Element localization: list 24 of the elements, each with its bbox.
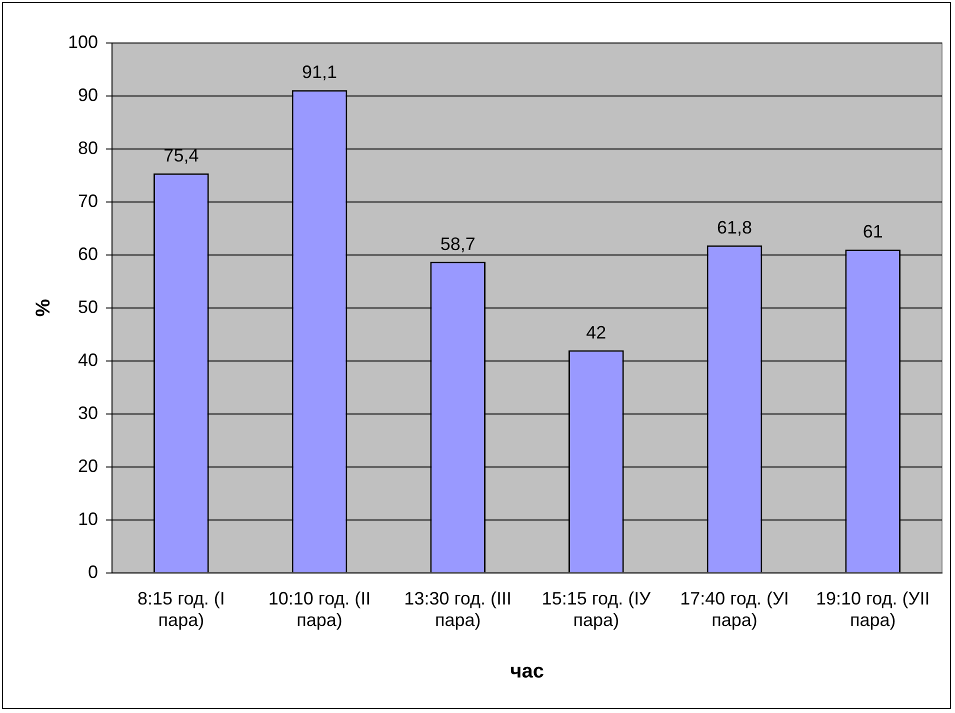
y-tick-label: 10 <box>78 508 98 529</box>
y-tick-label: 50 <box>78 296 98 317</box>
y-tick-label: 0 <box>88 562 98 582</box>
x-tick-label: 10:10 год. (II пара) <box>268 588 371 630</box>
x-tick-label: 15:15 год. (IУ пара) <box>542 588 652 630</box>
data-label: 91,1 <box>302 62 338 82</box>
y-tick-label: 20 <box>78 456 98 476</box>
y-tick-label: 30 <box>78 402 98 423</box>
y-tick-label: 80 <box>78 138 98 158</box>
data-label: 61,8 <box>716 217 752 238</box>
data-label: 42 <box>586 322 606 342</box>
y-axis-title: % <box>32 298 55 317</box>
data-label: 58,7 <box>440 234 476 254</box>
x-tick-label: 8:15 год. (I пара) <box>138 588 225 630</box>
y-tick-label: 100 <box>68 32 98 52</box>
y-tick-label: 70 <box>78 190 98 211</box>
y-tick-label: 60 <box>78 244 98 264</box>
data-label: 61 <box>862 222 883 242</box>
x-tick-label: 13:30 год. (III пара) <box>404 588 512 630</box>
y-tick-label: 90 <box>78 84 98 105</box>
x-tick-label: 17:40 год. (УI пара) <box>680 588 789 630</box>
x-tick-label: 19:10 год. (УII пара) <box>816 588 930 630</box>
y-tick-label: 40 <box>78 350 98 370</box>
x-axis-title: час <box>510 660 544 683</box>
